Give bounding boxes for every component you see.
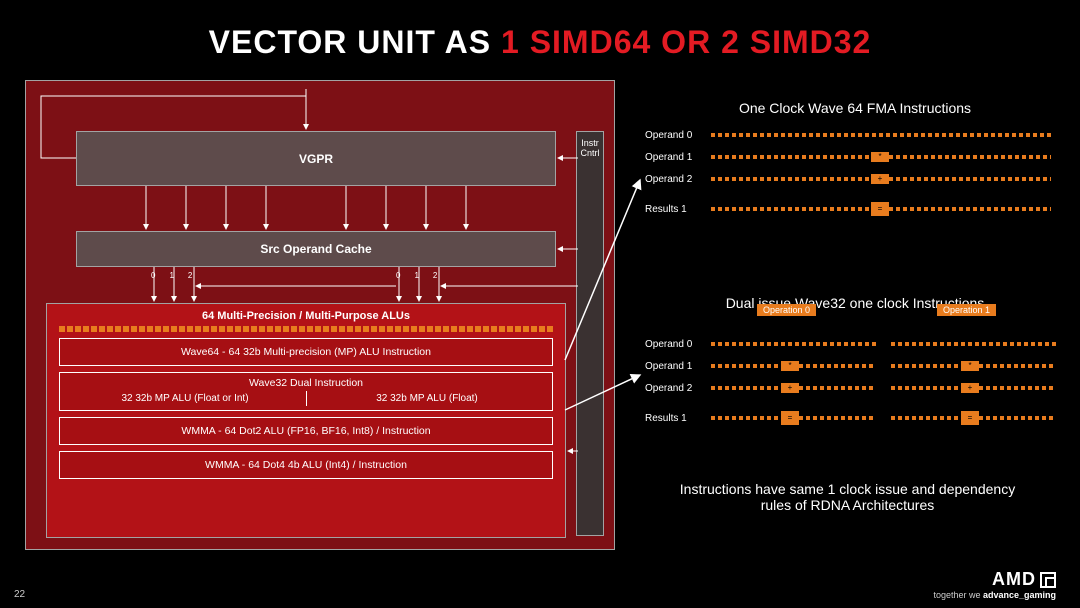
wave32-left: 32 32b MP ALU (Float or Int) <box>69 393 301 404</box>
instr-cntrl-block: Instr Cntrl <box>576 131 604 536</box>
title-white: VECTOR UNIT AS <box>209 24 501 60</box>
bars-area: == <box>711 413 1065 423</box>
amd-logo: AMD <box>933 569 1056 590</box>
bars-area: * <box>711 152 1065 162</box>
divider-icon <box>306 391 307 406</box>
operand-row: Operand 2 + <box>645 168 1065 190</box>
wave32-dual-row: Wave32 Dual Instruction 32 32b MP ALU (F… <box>59 372 553 411</box>
fma-chip: + <box>871 174 889 184</box>
wave64-panel: One Clock Wave 64 FMA Instructions Opera… <box>645 100 1065 220</box>
alu-dots-icon <box>59 326 553 332</box>
wmma-dot2-row: WMMA - 64 Dot2 ALU (FP16, BF16, Int8) / … <box>59 417 553 445</box>
vector-unit-diagram: Instr Cntrl VGPR Src Operand Cache 0 1 2… <box>25 80 615 550</box>
bottom-note: Instructions have same 1 clock issue and… <box>665 481 1030 513</box>
op-tag: Operation 1 <box>937 304 996 316</box>
panel1-title: One Clock Wave 64 FMA Instructions <box>645 100 1065 116</box>
wmma-dot4-row: WMMA - 64 Dot4 4b ALU (Int4) / Instructi… <box>59 451 553 479</box>
tick-labels-left: 0 1 2 <box>151 271 192 280</box>
fma-chip: * <box>781 361 799 371</box>
op-tag: Operation 0 <box>757 304 816 316</box>
operand-label: Operand 1 <box>645 361 711 372</box>
slide-title: VECTOR UNIT AS 1 SIMD64 OR 2 SIMD32 <box>0 0 1080 61</box>
operand-label: Operand 1 <box>645 152 711 163</box>
amd-tagline: together we advance_gaming <box>933 590 1056 600</box>
fma-chip: = <box>781 411 799 425</box>
operand-label: Operand 0 <box>645 130 711 141</box>
operand-label: Operand 0 <box>645 339 711 350</box>
panel2-title: Dual issue Wave32 one clock Instructions <box>645 295 1065 311</box>
src-operand-cache-block: Src Operand Cache <box>76 231 556 267</box>
operand-row: Operand 2++ <box>645 377 1065 399</box>
fma-chip: = <box>871 202 889 216</box>
wave32-dual-title: Wave32 Dual Instruction <box>64 377 548 389</box>
operand-row: Operand 0 <box>645 333 1065 355</box>
bars-area: = <box>711 204 1065 214</box>
wave32-right: 32 32b MP ALU (Float) <box>311 393 543 404</box>
operand-row: Operand 0 <box>645 124 1065 146</box>
operand-label: Results 1 <box>645 204 711 215</box>
bars-area <box>711 339 1065 349</box>
bars-area: ++ <box>711 383 1065 393</box>
operand-row: Operand 1** <box>645 355 1065 377</box>
tick-labels-right: 0 1 2 <box>396 271 437 280</box>
amd-mark-icon <box>1040 572 1056 588</box>
fma-chip: = <box>961 411 979 425</box>
operand-row: Results 1 = <box>645 198 1065 220</box>
vgpr-block: VGPR <box>76 131 556 186</box>
operand-row: Operand 1 * <box>645 146 1065 168</box>
alu-header: 64 Multi-Precision / Multi-Purpose ALUs <box>47 304 565 322</box>
bars-area: + <box>711 174 1065 184</box>
fma-chip: * <box>961 361 979 371</box>
wave32-panel: Dual issue Wave32 one clock Instructions… <box>645 295 1065 429</box>
footer-brand: AMD together we advance_gaming <box>933 569 1056 600</box>
wave64-row: Wave64 - 64 32b Multi-precision (MP) ALU… <box>59 338 553 366</box>
bars-area: ** <box>711 361 1065 371</box>
page-number: 22 <box>14 589 25 600</box>
operand-label: Operand 2 <box>645 383 711 394</box>
fma-chip: + <box>781 383 799 393</box>
amd-text: AMD <box>992 569 1036 590</box>
alu-container: 64 Multi-Precision / Multi-Purpose ALUs … <box>46 303 566 538</box>
fma-chip: * <box>871 152 889 162</box>
fma-chip: + <box>961 383 979 393</box>
operand-label: Results 1 <box>645 413 711 424</box>
operand-row: Results 1== <box>645 407 1065 429</box>
title-red: 1 SIMD64 OR 2 SIMD32 <box>501 24 871 60</box>
operand-label: Operand 2 <box>645 174 711 185</box>
bars-area <box>711 130 1065 140</box>
